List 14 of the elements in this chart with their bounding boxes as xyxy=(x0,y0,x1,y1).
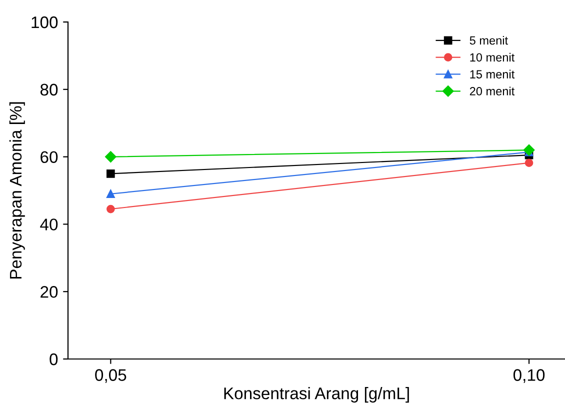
legend-label: 15 menit xyxy=(470,70,515,78)
legend-label: 5 menit xyxy=(470,36,508,45)
legend-label: 10 menit xyxy=(470,52,515,62)
y-tick-label: 60 xyxy=(40,151,58,164)
legend-label: 20 menit xyxy=(470,86,515,96)
y-tick-label: 100 xyxy=(32,16,58,28)
y-tick-label: 0 xyxy=(50,353,58,366)
y-tick-label: 80 xyxy=(40,84,58,96)
x-axis-title: Konsentrasi Arang [g/mL] xyxy=(224,387,409,403)
y-tick-label: 40 xyxy=(40,218,58,230)
x-tick-label: 0,10 xyxy=(513,369,545,383)
x-tick-label: 0,05 xyxy=(95,369,126,383)
y-tick-label: 20 xyxy=(40,286,58,298)
y-axis-title: Penyerapan Amonia [%] xyxy=(9,102,25,279)
